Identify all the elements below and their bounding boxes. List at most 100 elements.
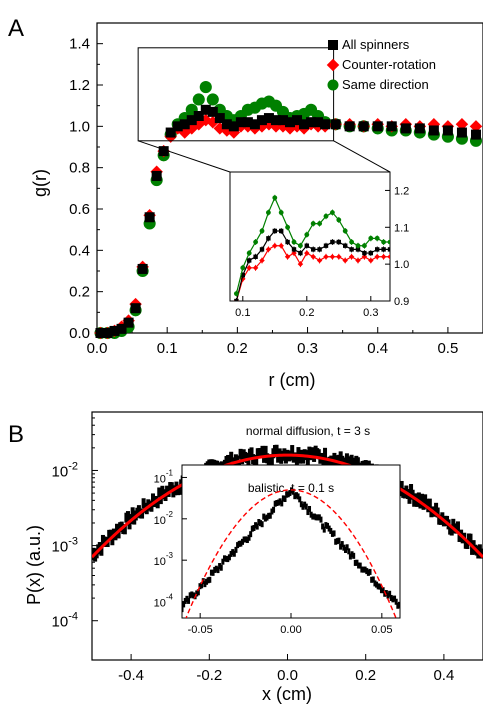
- inset-data-point: [200, 582, 204, 589]
- inset-data-point: [344, 546, 347, 553]
- inset-data-point: [221, 558, 225, 565]
- inset-data-point: [345, 544, 349, 551]
- inset-a-ytick-label: 0.9: [394, 296, 409, 308]
- inset-point: [380, 254, 387, 260]
- inset-point: [265, 210, 271, 215]
- chart-a-ytick-label: 0.8: [69, 160, 90, 177]
- data-point: [410, 489, 415, 500]
- inset-point: [246, 250, 252, 256]
- inset-data-point: [303, 501, 307, 508]
- series-all-spinners: [95, 104, 481, 338]
- inset-point: [284, 254, 291, 260]
- inset-data-point: [348, 553, 352, 560]
- inset-data-point: [286, 491, 290, 498]
- chart-a-ytick-label: 1.0: [69, 118, 90, 135]
- inset-point: [387, 254, 390, 260]
- inset-data-point: [317, 514, 321, 521]
- data-point: [122, 524, 127, 535]
- chart-b-xtick-label: -0.4: [118, 667, 144, 684]
- inset-data-point: [330, 530, 334, 537]
- inset-data-point: [334, 538, 338, 545]
- inset-data-point: [218, 563, 222, 570]
- inset-data-point: [347, 548, 351, 555]
- inset-data-point: [327, 525, 331, 532]
- data-point: [151, 170, 162, 181]
- inset-data-point: [236, 542, 240, 549]
- inset-point: [342, 257, 348, 264]
- inset-b-xtick-label: 0.05: [371, 624, 392, 636]
- inset-point: [291, 247, 297, 252]
- inset-point: [278, 210, 284, 215]
- data-point: [355, 457, 360, 468]
- inset-point: [336, 254, 342, 260]
- chart-a-legend: All spinners Counter-rotation Same directi…: [326, 37, 436, 92]
- inset-data-point: [219, 564, 223, 571]
- chart-b-ytick-label: 10-4: [52, 611, 78, 631]
- inset-data-point: [329, 527, 333, 534]
- inset-data-point: [376, 583, 380, 590]
- data-point: [256, 115, 267, 126]
- inset-data-point: [242, 536, 246, 543]
- inset-point: [336, 217, 342, 223]
- inset-point: [361, 243, 367, 249]
- data-point: [99, 545, 104, 556]
- inset-a-xtick-label: 0.3: [363, 307, 378, 319]
- inset-point: [272, 195, 278, 201]
- data-point: [110, 535, 115, 546]
- data-point: [229, 451, 234, 462]
- inset-data-point: [294, 492, 298, 499]
- inset-data-point: [262, 513, 266, 520]
- data-point: [409, 484, 414, 495]
- data-point: [235, 117, 246, 128]
- inset-point: [259, 257, 265, 264]
- inset-point: [234, 298, 239, 301]
- inset-point: [266, 236, 271, 241]
- inset-point: [317, 221, 323, 227]
- inset-data-point: [201, 578, 205, 585]
- inset-point: [323, 254, 329, 260]
- data-point: [306, 117, 317, 128]
- data-point: [455, 118, 469, 131]
- inset-data-point: [363, 566, 367, 573]
- data-point: [238, 448, 243, 459]
- inset-data-point: [205, 578, 209, 585]
- inset-data-point: [214, 565, 218, 572]
- inset-point: [361, 254, 368, 260]
- inset-point: [259, 247, 265, 252]
- chart-b-ytick-label: 10-2: [52, 460, 78, 480]
- chart-b-xtick-label: 0.0: [277, 667, 298, 684]
- inset-data-point: [182, 606, 184, 613]
- data-point: [416, 492, 421, 503]
- data-point: [221, 119, 232, 130]
- inset-data-point: [250, 525, 254, 532]
- data-point: [200, 104, 211, 115]
- data-point: [246, 456, 251, 467]
- inset-data-point: [226, 556, 230, 563]
- data-point: [127, 519, 132, 530]
- chart-b-xlabel: x (cm): [262, 684, 312, 704]
- inset-point: [387, 239, 390, 245]
- inset-data-point: [263, 515, 267, 522]
- inset-data-point: [185, 595, 189, 602]
- inset-data-point: [195, 590, 199, 597]
- panel-label-a: A: [8, 15, 24, 42]
- inset-data-point: [224, 555, 228, 562]
- inset-data-point: [203, 581, 207, 588]
- legend-label: Counter-rotation: [342, 57, 436, 72]
- data-point: [428, 125, 439, 136]
- inset-point: [297, 243, 303, 249]
- inset-data-point: [288, 490, 292, 497]
- inset-data-point: [308, 505, 312, 512]
- data-point: [169, 482, 174, 493]
- inset-data-point: [340, 541, 344, 548]
- data-point: [442, 125, 453, 136]
- inset-data-point: [206, 577, 210, 584]
- inset-data-point: [260, 521, 264, 528]
- inset-data-point: [314, 514, 318, 521]
- inset-data-point: [257, 519, 261, 526]
- inset-point: [247, 258, 252, 263]
- data-point: [468, 533, 473, 544]
- data-point: [427, 498, 432, 509]
- data-point: [186, 115, 197, 126]
